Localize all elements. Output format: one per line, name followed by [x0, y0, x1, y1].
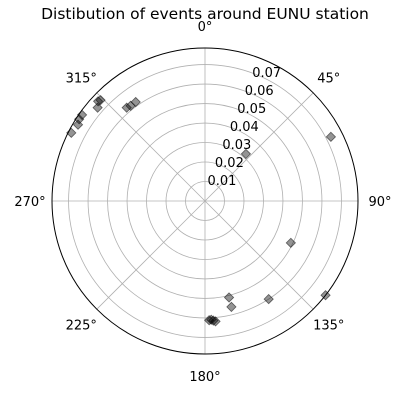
theta-tick-label: 45°	[317, 71, 340, 86]
data-point	[226, 301, 237, 313]
r-tick-label: 0.06	[245, 84, 274, 99]
theta-tick-label: 0°	[198, 20, 213, 35]
r-gridcircle	[107, 103, 303, 299]
data-point	[130, 96, 141, 108]
data-point	[95, 94, 106, 106]
theta-gridline	[204, 92, 314, 202]
r-tick-label: 0.03	[222, 138, 251, 153]
data-point	[263, 293, 274, 305]
data-point	[72, 119, 84, 130]
angle-tick-labels: 0° 45° 90° 135° 180° 225° 270° 315°	[14, 20, 391, 385]
r-gridcircle	[87, 83, 323, 319]
data-point	[206, 314, 217, 325]
r-gridcircle	[68, 64, 342, 338]
data-point	[285, 237, 297, 249]
theta-gridline	[96, 200, 206, 310]
data-point	[203, 315, 215, 326]
r-tick-label: 0.04	[230, 120, 259, 135]
chart-title: Distibution of events around EUNU statio…	[41, 5, 369, 23]
r-gridcircle	[185, 181, 225, 221]
data-point	[92, 96, 104, 107]
polar-grid	[52, 48, 358, 354]
theta-tick-label: 135°	[313, 319, 344, 334]
data-point	[240, 148, 252, 160]
theta-gridline	[204, 200, 314, 310]
r-tick-label: 0.05	[237, 102, 266, 117]
r-tick-label: 0.02	[215, 156, 244, 171]
r-gridcircle	[146, 142, 264, 260]
r-tick-label: 0.01	[207, 174, 236, 189]
theta-tick-label: 180°	[189, 370, 220, 385]
polar-frame	[51, 47, 359, 355]
r-gridcircle	[165, 161, 245, 241]
radial-tick-labels: 0.01 0.02 0.03 0.04 0.05 0.06 0.07	[207, 66, 281, 189]
theta-tick-label: 270°	[14, 195, 45, 210]
data-point	[121, 102, 132, 113]
data-point	[92, 102, 103, 113]
theta-tick-label: 225°	[66, 319, 97, 334]
data-point	[223, 292, 235, 303]
data-point	[325, 131, 337, 143]
theta-tick-label: 315°	[66, 71, 97, 86]
theta-gridline	[96, 92, 206, 202]
r-tick-label: 0.07	[252, 66, 281, 81]
data-point	[210, 316, 221, 327]
theta-tick-label: 90°	[368, 195, 391, 210]
r-gridcircle	[126, 122, 284, 280]
